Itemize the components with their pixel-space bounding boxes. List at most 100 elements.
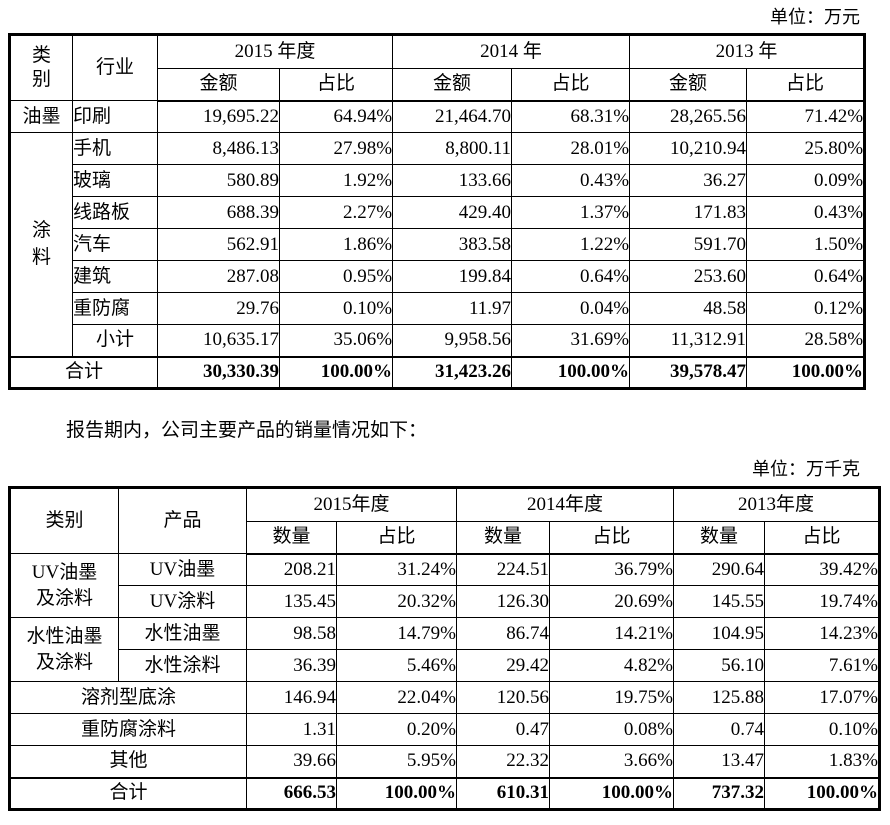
qty-cell: 56.10 (673, 649, 765, 682)
table-row: 涂料 手机 8,486.13 27.98% 8,800.11 28.01% 10… (8, 132, 866, 357)
product-cell-solvent: 溶剂型底涂 (9, 681, 247, 714)
revenue-by-industry-table: 类别 行业 2015 年度 2014 年 2013 年 金额 占比 金额 占比 … (8, 33, 867, 390)
ratio-cell: 0.43% (511, 164, 631, 197)
ratio-cell: 36.79% (549, 553, 674, 586)
industry-cell: 玻璃 (72, 164, 159, 197)
qty-cell: 39.66 (246, 745, 337, 778)
category-cell-water: 水性油墨及涂料 (9, 617, 119, 682)
table-row: 建筑 287.08 0.95% 199.84 0.64% 253.60 0.64… (10, 260, 866, 293)
unit-label-top: 单位：万元 (770, 7, 860, 27)
qty-cell: 208.21 (246, 553, 337, 586)
product-cell: UV油墨 (118, 553, 247, 586)
ratio-cell: 100.00% (746, 355, 866, 389)
amount-cell: 11,312.91 (629, 324, 748, 357)
amount-cell: 8,486.13 (157, 132, 281, 165)
qty-cell: 224.51 (456, 553, 550, 586)
ratio-cell: 3.66% (549, 745, 674, 778)
ratio-cell: 20.32% (336, 585, 457, 618)
table-row: 汽车 562.91 1.86% 383.58 1.22% 591.70 1.50… (10, 228, 866, 261)
header-year-2014: 2014 年 (392, 34, 631, 69)
table-subheader-row: 数量 占比 数量 占比 数量 占比 (10, 521, 880, 555)
header-ratio-2015: 占比 (336, 521, 457, 555)
ratio-cell: 100.00% (279, 355, 394, 389)
ratio-cell: 5.46% (336, 649, 457, 682)
ratio-cell: 39.42% (764, 553, 880, 586)
ratio-cell: 0.04% (511, 292, 631, 325)
ratio-cell: 0.09% (746, 164, 866, 197)
header-category: 类别 (9, 487, 119, 554)
ratio-cell: 0.20% (336, 713, 457, 746)
header-year-2015: 2015 年度 (157, 34, 394, 69)
header-qty-2014: 数量 (456, 521, 550, 555)
industry-cell: 线路板 (72, 196, 159, 229)
amount-cell: 48.58 (629, 292, 748, 325)
qty-cell: 86.74 (456, 617, 550, 650)
table-row: 其他 39.66 5.95% 22.32 3.66% 13.47 1.83% (9, 745, 880, 778)
ratio-cell: 20.69% (549, 585, 674, 618)
industry-cell: 印刷 (72, 100, 159, 133)
table-header-row: 类别 产品 2015年度 2014年度 2013年度 (9, 487, 880, 554)
ratio-cell: 68.31% (511, 100, 631, 133)
qty-cell: 290.64 (673, 553, 765, 586)
qty-cell: 737.32 (673, 776, 765, 810)
header-year-2015: 2015年度 (246, 487, 457, 522)
ratio-cell: 28.01% (511, 132, 631, 165)
header-ratio-2014: 占比 (511, 68, 631, 102)
amount-cell: 8,800.11 (392, 132, 513, 165)
qty-cell: 120.56 (456, 681, 550, 714)
ratio-cell: 31.69% (511, 324, 631, 357)
amount-cell: 171.83 (629, 196, 748, 229)
ratio-cell: 1.37% (511, 196, 631, 229)
table-header-row: 类别 行业 2015 年度 2014 年 2013 年 (8, 34, 866, 101)
table-row: UV油墨及涂料 UV油墨 208.21 31.24% 224.51 36.79%… (9, 553, 880, 618)
industry-cell: 建筑 (72, 260, 159, 293)
table-row: 溶剂型底涂 146.94 22.04% 120.56 19.75% 125.88… (9, 681, 880, 714)
ratio-cell: 28.58% (746, 324, 866, 357)
ratio-cell: 1.92% (279, 164, 394, 197)
ratio-cell: 0.10% (279, 292, 394, 325)
amount-cell: 21,464.70 (392, 100, 513, 133)
header-ratio-2013: 占比 (746, 68, 866, 102)
ratio-cell: 2.27% (279, 196, 394, 229)
qty-cell: 145.55 (673, 585, 765, 618)
ratio-cell: 31.24% (336, 553, 457, 586)
header-qty-2015: 数量 (246, 521, 337, 555)
qty-cell: 126.30 (456, 585, 550, 618)
amount-cell: 429.40 (392, 196, 513, 229)
header-year-2013: 2013 年 (629, 34, 866, 69)
table-row-subtotal: 小计 10,635.17 35.06% 9,958.56 31.69% 11,3… (10, 324, 866, 357)
ratio-cell: 1.83% (764, 745, 880, 778)
header-category: 类别 (8, 34, 74, 101)
ratio-cell: 7.61% (764, 649, 880, 682)
qty-cell: 13.47 (673, 745, 765, 778)
qty-cell: 135.45 (246, 585, 337, 618)
amount-cell: 287.08 (157, 260, 281, 293)
ratio-cell: 0.64% (511, 260, 631, 293)
amount-cell: 9,958.56 (392, 324, 513, 357)
amount-cell: 36.27 (629, 164, 748, 197)
amount-cell: 199.84 (392, 260, 513, 293)
qty-cell: 610.31 (456, 776, 550, 810)
industry-cell: 手机 (72, 132, 159, 165)
ratio-cell: 0.08% (549, 713, 674, 746)
qty-cell: 666.53 (246, 776, 337, 810)
qty-cell: 1.31 (246, 713, 337, 746)
header-qty-2013: 数量 (673, 521, 765, 555)
ratio-cell: 4.82% (549, 649, 674, 682)
ratio-cell: 1.86% (279, 228, 394, 261)
table-row: 重防腐 29.76 0.10% 11.97 0.04% 48.58 0.12% (10, 292, 866, 325)
ratio-cell: 19.75% (549, 681, 674, 714)
product-cell: 水性涂料 (118, 649, 247, 682)
table-row: 玻璃 580.89 1.92% 133.66 0.43% 36.27 0.09% (10, 164, 866, 197)
ratio-cell: 71.42% (746, 100, 866, 133)
total-label: 合计 (9, 776, 247, 810)
ratio-cell: 14.23% (764, 617, 880, 650)
amount-cell: 580.89 (157, 164, 281, 197)
ratio-cell: 14.79% (336, 617, 457, 650)
amount-cell: 39,578.47 (629, 355, 748, 389)
ratio-cell: 27.98% (279, 132, 394, 165)
ratio-cell: 1.22% (511, 228, 631, 261)
amount-cell: 688.39 (157, 196, 281, 229)
amount-cell: 11.97 (392, 292, 513, 325)
industry-cell: 汽车 (72, 228, 159, 261)
